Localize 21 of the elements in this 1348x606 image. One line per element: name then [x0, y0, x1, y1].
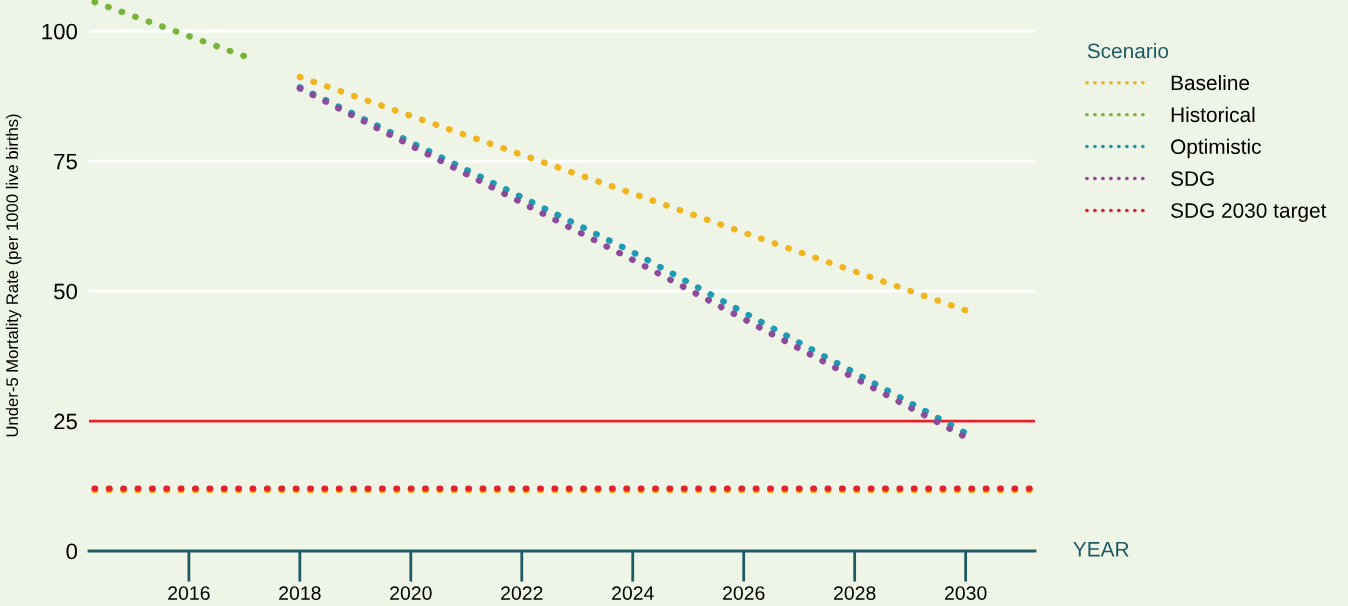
y-tick-label: 75	[54, 153, 77, 170]
legend-label: Optimistic	[1171, 138, 1261, 159]
x-tick-label: 2026	[723, 586, 765, 600]
y-axis-title: Under-5 Mortality Rate (per 1000 live births)	[5, 114, 22, 437]
y-tick-label: 50	[54, 283, 78, 300]
x-tick-label: 2022	[501, 586, 543, 600]
legend-title: Scenario	[1087, 42, 1169, 59]
y-tick-label: 100	[42, 23, 78, 40]
x-axis-title: YEAR	[1073, 542, 1129, 557]
y-tick-label: 25	[54, 413, 77, 430]
x-tick-label: 2030	[945, 586, 987, 600]
legend-label: SDG 2030 target	[1171, 203, 1327, 223]
legend-label: Baseline	[1171, 74, 1250, 91]
legend-label: SDG	[1171, 171, 1214, 186]
legend-label: Historical	[1171, 106, 1255, 123]
x-tick-label: 2018	[279, 586, 321, 600]
x-tick-label: 2028	[834, 586, 876, 600]
x-tick-label: 2016	[168, 586, 210, 600]
y-tick-label: 0	[66, 543, 78, 560]
x-tick-label: 2024	[612, 586, 654, 600]
x-tick-label: 2020	[390, 586, 432, 600]
